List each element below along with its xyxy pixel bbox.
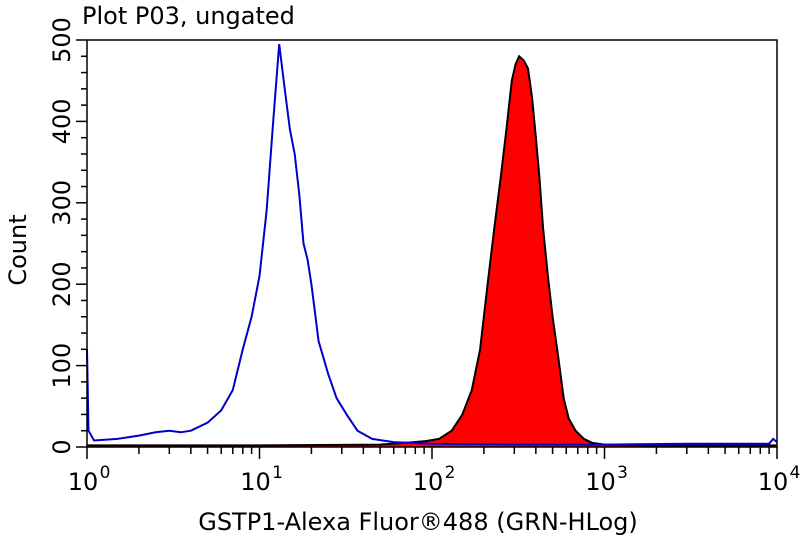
x-tick-exponent: 2	[445, 463, 456, 483]
histogram-outline-1	[87, 54, 777, 447]
x-tick-exponent: 0	[100, 463, 111, 483]
y-axis-ticks: 0 100 200 300 400 500	[48, 17, 87, 455]
y-tick-label: 100	[48, 343, 76, 389]
y-tick-label: 400	[48, 98, 76, 144]
x-tick-label: 10	[413, 468, 444, 496]
x-tick-label: 10	[240, 468, 271, 496]
x-tick-exponent: 4	[790, 463, 800, 483]
y-tick-label: 200	[48, 261, 76, 307]
x-tick-label: 10	[758, 468, 789, 496]
histogram-fill-1	[87, 56, 777, 448]
x-tick-exponent: 1	[272, 463, 283, 483]
x-tick-label: 10	[585, 468, 616, 496]
y-tick-label: 0	[48, 439, 76, 454]
histogram-line-0	[86, 43, 778, 446]
plot-frame	[86, 39, 778, 448]
x-tick-exponent: 3	[617, 463, 628, 483]
plot-series	[86, 43, 778, 448]
x-axis-label: GSTP1-Alexa Fluor®488 (GRN-HLog)	[198, 508, 638, 536]
y-axis-label: Count	[4, 214, 32, 285]
chart-title: Plot P03, ungated	[82, 2, 295, 30]
x-tick-label: 10	[68, 468, 99, 496]
y-tick-label: 300	[48, 180, 76, 226]
x-axis-ticks: 10 0 10 1 10 2 10 3 10 4	[68, 447, 800, 496]
y-tick-label: 500	[48, 17, 76, 63]
